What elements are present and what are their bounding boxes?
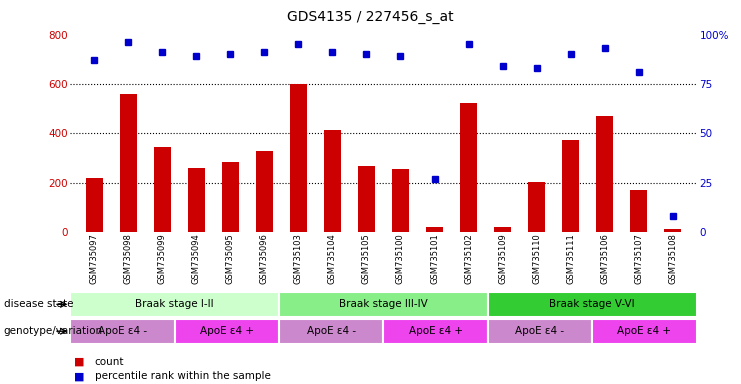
Text: ApoE ε4 +: ApoE ε4 + [617,326,671,336]
Text: GSM735101: GSM735101 [430,233,439,284]
Text: GSM735096: GSM735096 [260,233,269,284]
Bar [528,182,545,232]
Bar [597,116,613,232]
Text: GSM735103: GSM735103 [294,233,303,284]
Bar [290,84,307,232]
Bar [222,162,239,232]
Text: Braak stage V-VI: Braak stage V-VI [549,299,635,310]
Text: ApoE ε4 +: ApoE ε4 + [408,326,462,336]
Text: ■: ■ [74,371,84,381]
Bar [70,292,279,317]
Text: GSM735098: GSM735098 [124,233,133,284]
Text: ■: ■ [74,357,84,367]
Bar [426,227,443,232]
Text: Braak stage I-II: Braak stage I-II [136,299,214,310]
Text: GSM735104: GSM735104 [328,233,337,284]
Text: genotype/variation: genotype/variation [4,326,103,336]
Text: GSM735109: GSM735109 [498,233,507,284]
Bar [488,319,592,344]
Text: GSM735110: GSM735110 [532,233,541,284]
Bar [70,319,175,344]
Text: ApoE ε4 -: ApoE ε4 - [516,326,565,336]
Text: GSM735097: GSM735097 [90,233,99,284]
Text: GSM735094: GSM735094 [192,233,201,284]
Bar [86,178,103,232]
Bar [392,169,409,232]
Bar [256,151,273,232]
Bar [358,166,375,232]
Text: percentile rank within the sample: percentile rank within the sample [95,371,270,381]
Bar [562,140,579,232]
Text: GSM735108: GSM735108 [668,233,677,284]
Text: GSM735107: GSM735107 [634,233,643,284]
Text: GSM735105: GSM735105 [362,233,371,284]
Bar [488,292,697,317]
Bar [120,94,137,232]
Bar [154,147,170,232]
Text: GSM735102: GSM735102 [464,233,473,284]
Text: GSM735106: GSM735106 [600,233,609,284]
Text: GSM735095: GSM735095 [226,233,235,284]
Bar [279,292,488,317]
Text: Braak stage III-IV: Braak stage III-IV [339,299,428,310]
Bar [187,167,205,232]
Text: GSM735099: GSM735099 [158,233,167,284]
Bar [324,130,341,232]
Text: disease state: disease state [4,299,73,310]
Text: ApoE ε4 -: ApoE ε4 - [98,326,147,336]
Bar [592,319,697,344]
Text: GDS4135 / 227456_s_at: GDS4135 / 227456_s_at [288,10,453,23]
Bar [630,190,647,232]
Bar [460,103,477,232]
Bar [175,319,279,344]
Bar [664,228,681,232]
Bar [279,319,384,344]
Text: GSM735100: GSM735100 [396,233,405,284]
Bar [494,227,511,232]
Text: ApoE ε4 -: ApoE ε4 - [307,326,356,336]
Bar [384,319,488,344]
Text: count: count [95,357,124,367]
Text: GSM735111: GSM735111 [566,233,575,284]
Text: ApoE ε4 +: ApoE ε4 + [200,326,254,336]
